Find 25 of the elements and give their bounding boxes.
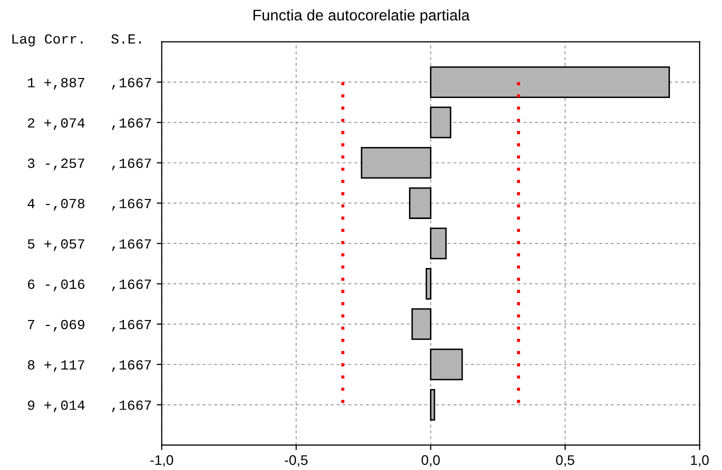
bar: [430, 66, 670, 98]
bar: [426, 268, 432, 300]
y-tick-label: 3 -,257 ,1667: [28, 158, 151, 170]
text: Lag Corr. S.E.: [12, 34, 141, 46]
y-tick-label: 8 +,117 ,1667: [28, 360, 151, 372]
y-tick-label: 7 -,069 ,1667: [28, 320, 151, 332]
bar: [411, 308, 432, 340]
bar: [430, 228, 447, 260]
bar: [430, 348, 463, 380]
y-tick-label: 1 +,887 ,1667: [28, 78, 151, 90]
x-tick-label: 0,0: [422, 455, 440, 467]
y-tick-label: 5 +,057 ,1667: [28, 239, 151, 251]
bar: [409, 187, 432, 219]
x-tick-label: -0,5: [284, 455, 308, 467]
y-tick-label: 4 -,078 ,1667: [28, 198, 151, 211]
x-tick-label: 1,0: [691, 455, 709, 467]
chart-title: Functia de autocorelatie partiala: [254, 9, 470, 24]
bar: [430, 388, 436, 421]
y-tick-label: 6 -,016 ,1667: [28, 280, 151, 292]
x-tick-label: -1,0: [150, 455, 174, 467]
bar: [430, 106, 452, 138]
y-tick-label: 9 +,014 ,1667: [28, 400, 151, 412]
x-tick-label: 0,5: [556, 455, 574, 467]
bar: [360, 146, 432, 179]
y-tick-label: 2 +,074 ,1667: [28, 118, 151, 130]
